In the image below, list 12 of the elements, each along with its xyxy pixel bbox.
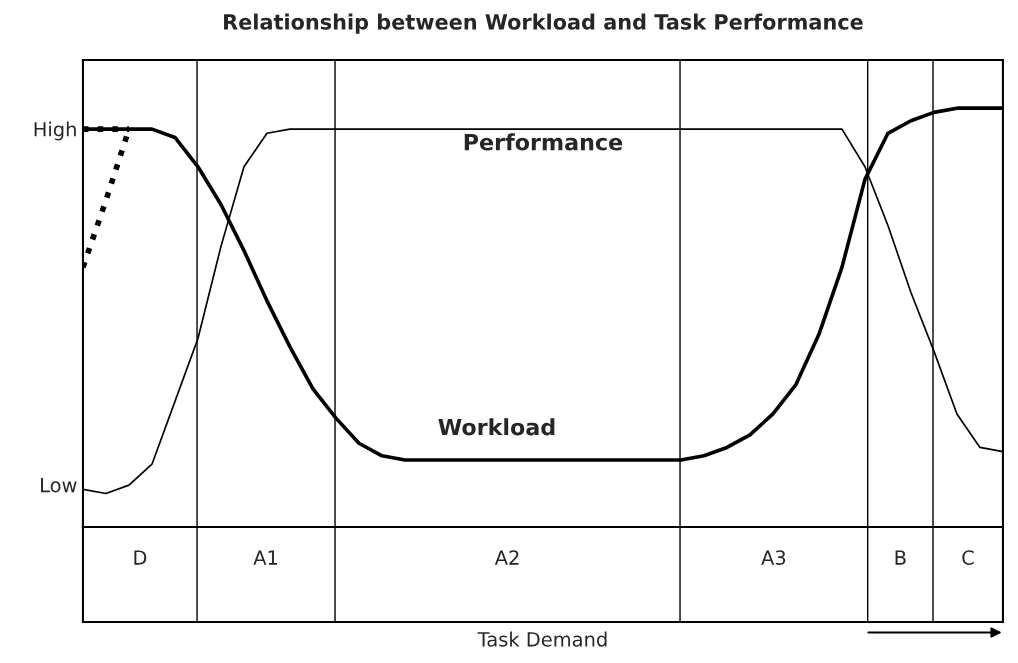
text: D (134, 550, 147, 565)
text: Low (41, 478, 77, 493)
text: C (962, 550, 974, 565)
text: A2 (494, 550, 519, 565)
chart-title: Relationship between Workload and Task Performance (224, 13, 863, 34)
text: High (34, 121, 76, 141)
annotation: Workload (438, 418, 555, 436)
text: B (895, 550, 906, 565)
text: A3 (761, 550, 786, 565)
annotation: Performance (464, 133, 623, 151)
text: Task Demand (477, 631, 607, 647)
text: A1 (253, 550, 278, 565)
